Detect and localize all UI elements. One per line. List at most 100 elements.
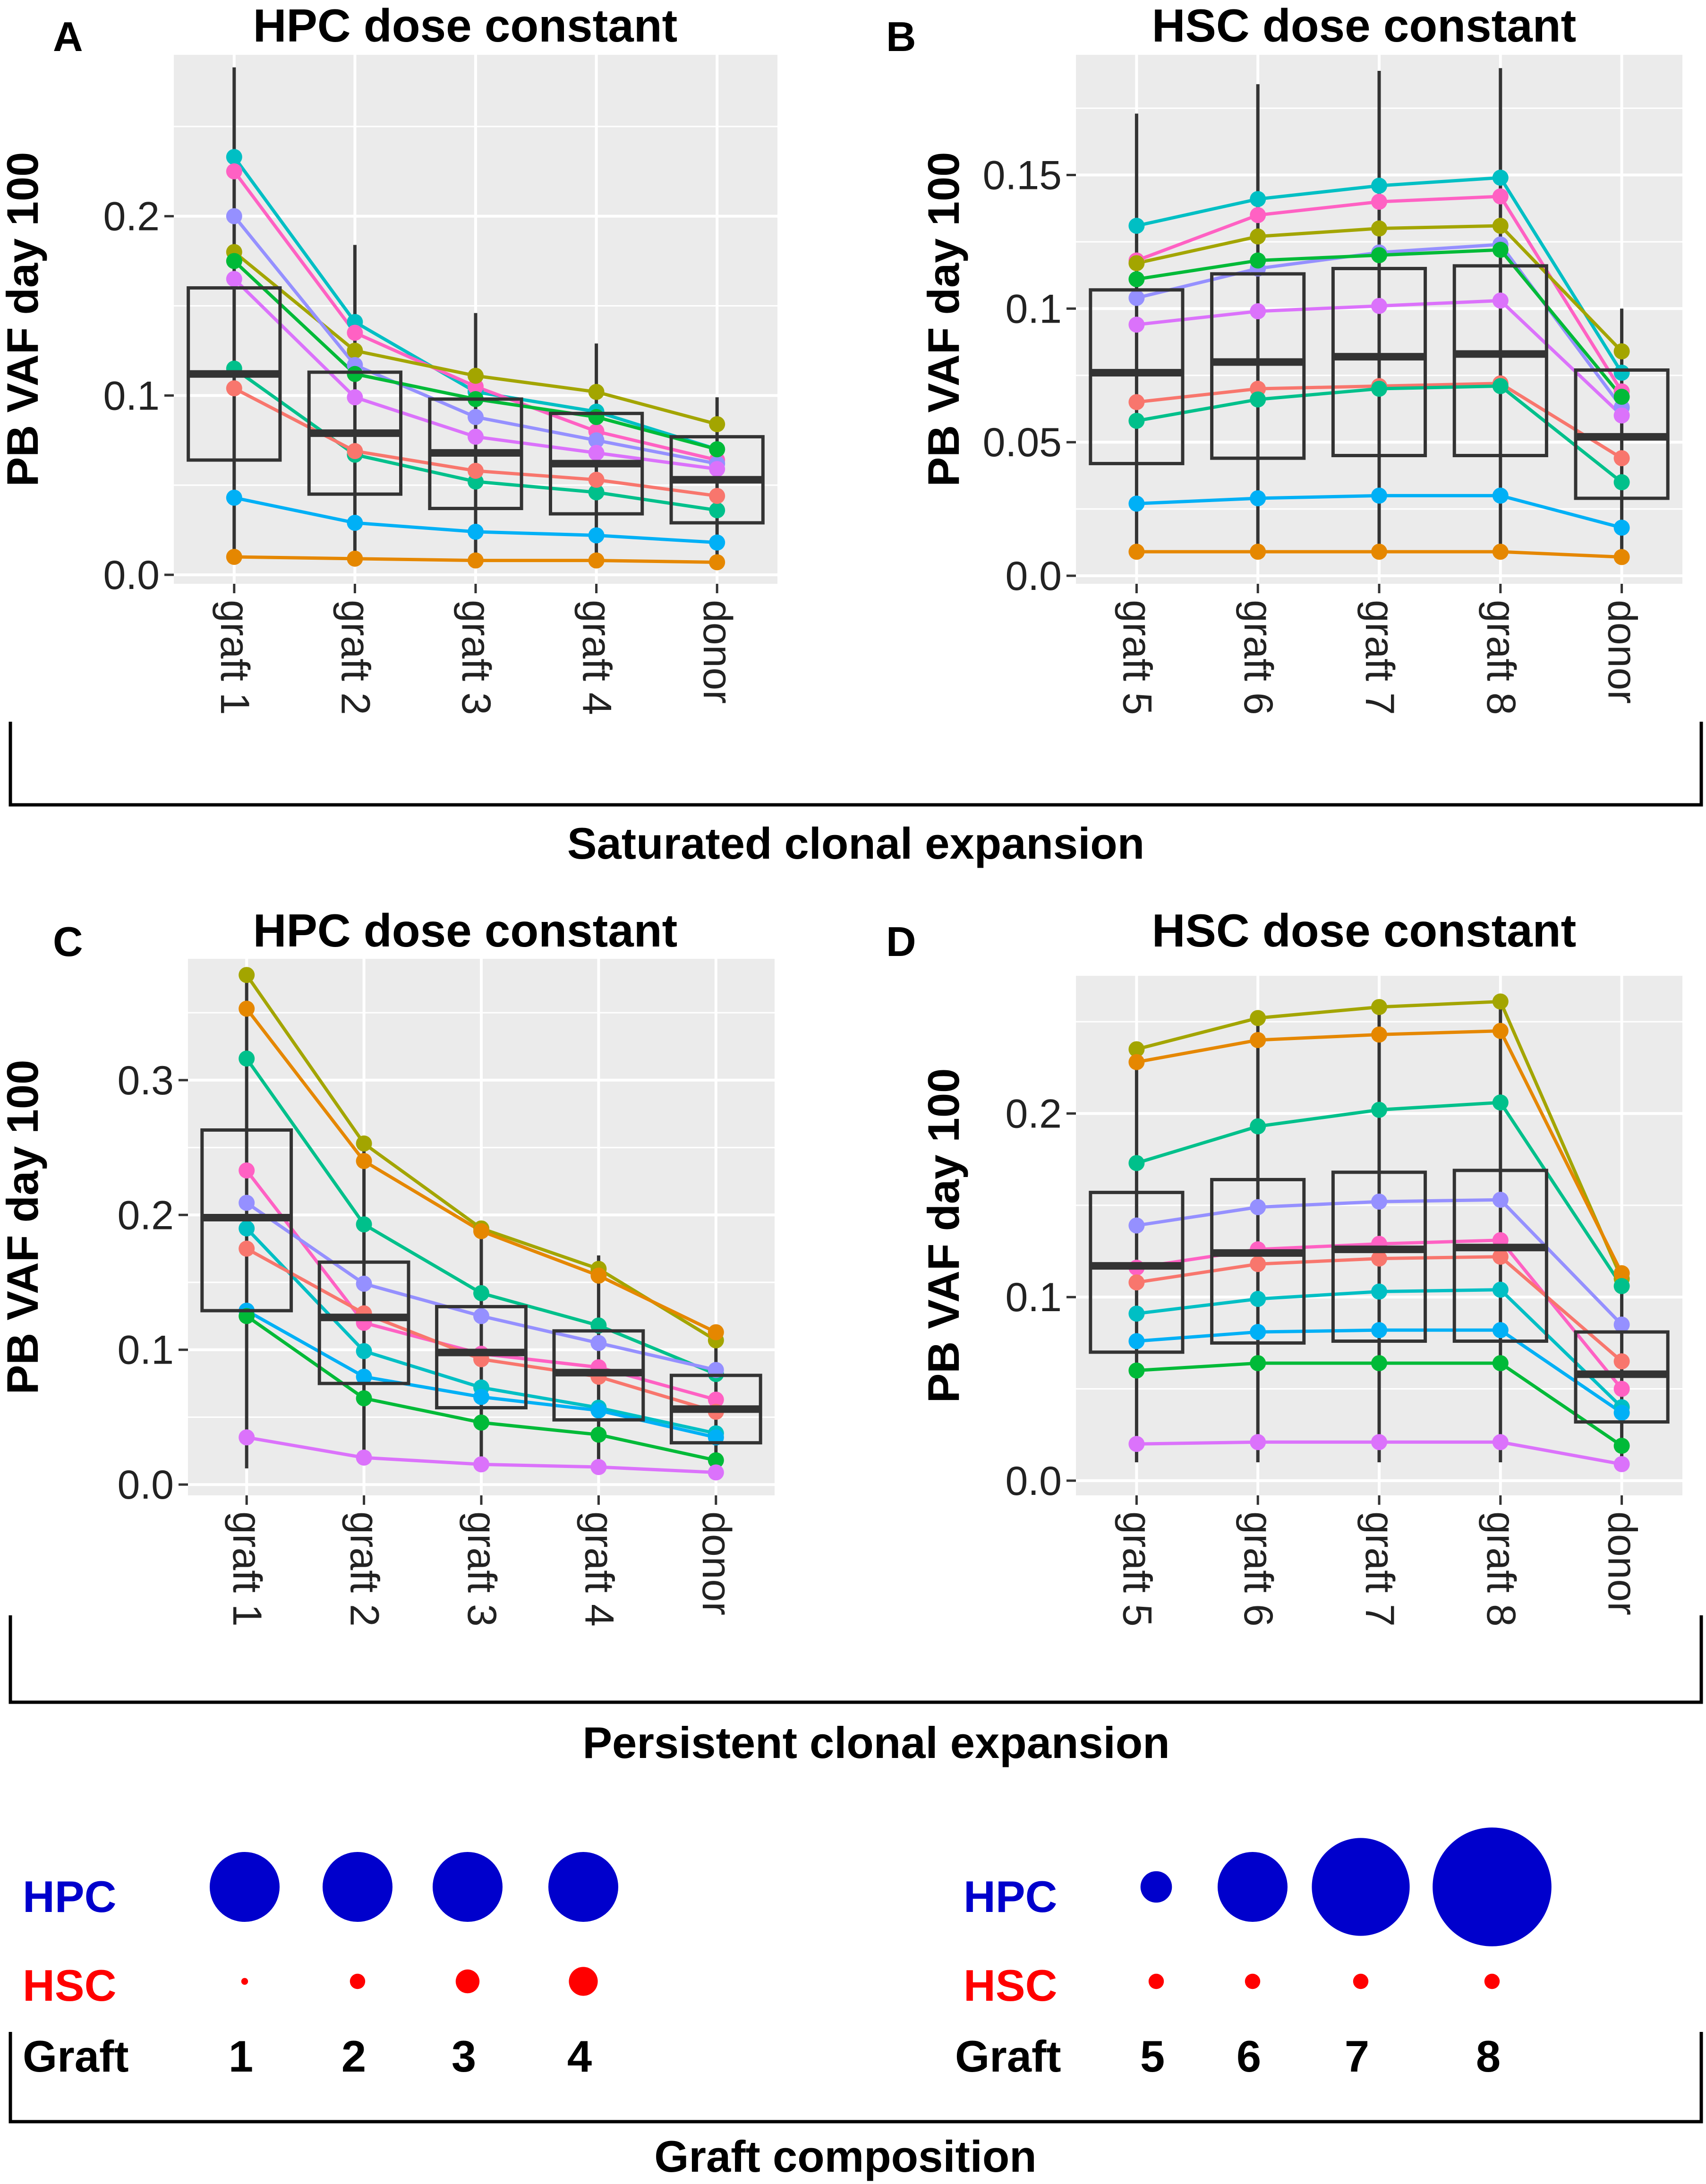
panel-d-series-point [1613, 1405, 1630, 1421]
legend-right-hpc-label: HPC [964, 1872, 1057, 1921]
panel-d-series-point [1128, 1305, 1145, 1322]
panel-a-series-point [347, 514, 363, 531]
panel-b-x-tick-label: graft 7 [1357, 600, 1402, 715]
legend-left-graft-number: 3 [452, 2031, 476, 2081]
panel-b-series-point [1492, 218, 1509, 234]
panel-a-y-tick-label: 0.2 [103, 194, 160, 239]
panel-d-series-point [1371, 1101, 1387, 1118]
panel-b-y-tick-label: 0.0 [1005, 554, 1062, 599]
panel-b-series-point [1128, 316, 1145, 333]
panel-b-title: HSC dose constant [1152, 0, 1576, 51]
panel-a-y-tick-label: 0.0 [103, 553, 160, 598]
panel-b-series-point [1371, 298, 1387, 314]
panel-b-series-point [1250, 303, 1266, 320]
legend-right-hpc-dot [1312, 1838, 1410, 1936]
bracket-persistent-line [9, 1615, 1703, 1704]
panel-c-chart: HPC dose constant PB VAF day 100 0.0 0.1 0.2… [0, 904, 775, 1627]
legend-left-hpc-label: HPC [23, 1872, 116, 1921]
panel-b-series-point [1371, 381, 1387, 397]
panel-a-series-point [588, 384, 605, 400]
panel-d-series-point [1492, 1094, 1509, 1111]
panel-c-series-point [239, 1240, 255, 1257]
panel-b-y-tick-label: 0.05 [983, 420, 1062, 465]
panel-d-x-tick-label: graft 8 [1478, 1511, 1524, 1627]
panel-b-box [1452, 264, 1548, 457]
panel-a-x-tick-label: graft 4 [574, 600, 620, 715]
legend-left-hpc-dot [210, 1852, 280, 1922]
panel-a-series-point [226, 163, 242, 179]
panel-d-box [1210, 1177, 1306, 1345]
panel-b-series-point [1250, 544, 1266, 560]
panel-d-series-point [1371, 999, 1387, 1015]
panel-d-series-point [1250, 1256, 1266, 1272]
legend-right-hpc-dot [1218, 1852, 1288, 1922]
panel-a-series-point [709, 487, 725, 504]
panel-a-series-point [468, 367, 484, 384]
panel-d-series-point [1250, 1199, 1266, 1215]
panel-d-series-point [1128, 1436, 1145, 1452]
panel-b-series-point [1250, 228, 1266, 245]
panel-c-series-point [239, 1194, 255, 1211]
panel-a-series-point [226, 208, 242, 224]
panel-a-series-point [588, 484, 605, 501]
panel-b-series-point [1250, 191, 1266, 207]
legend-left-hsc-dot [455, 1969, 480, 1994]
panel-b-series-point [1492, 241, 1509, 258]
panel-b-series-point [1492, 544, 1509, 560]
panel-a-series-point [588, 432, 605, 449]
panel-b-series-point [1492, 378, 1509, 394]
panel-d-series-point [1128, 1041, 1145, 1058]
panel-b-series-point [1128, 495, 1145, 512]
panel-c-series-point [590, 1402, 607, 1419]
bracket-composition-label: Graft composition [654, 2132, 1036, 2181]
panel-letter-d: D [886, 918, 916, 965]
panel-d-series-point [1613, 1316, 1630, 1333]
legend-right-graft-number: 6 [1237, 2031, 1261, 2081]
panel-a-x-tick-label: donor [695, 600, 740, 704]
panel-c-series-point [590, 1267, 607, 1284]
panel-c-series-point [590, 1459, 607, 1476]
panel-b-box [1089, 288, 1185, 465]
panel-d-box [1452, 1169, 1548, 1343]
panel-a-y-axis-label: PB VAF day 100 [0, 152, 47, 487]
panel-a-series-point [226, 149, 242, 165]
panel-b-series-point [1371, 247, 1387, 264]
panel-a-series-point [468, 409, 484, 425]
panel-d-series-point [1250, 1032, 1266, 1049]
legend-left-hpc-dot [433, 1852, 503, 1922]
panel-b-series-point [1613, 343, 1630, 359]
panel-c-series-point [356, 1390, 372, 1407]
panel-b-series-point [1371, 544, 1387, 560]
panel-c-series-point [473, 1389, 489, 1405]
panel-d-y-axis-label: PB VAF day 100 [919, 1068, 968, 1403]
panel-c-x-tick-label: graft 2 [342, 1511, 387, 1627]
panel-d-series-point [1250, 1118, 1266, 1135]
panel-d-series-point [1128, 1155, 1145, 1171]
panel-c-x-tick-label: graft 3 [459, 1511, 504, 1627]
bracket-composition-line [9, 2032, 1703, 2124]
panel-b-series-point [1613, 549, 1630, 565]
panel-b-series-point [1492, 292, 1509, 309]
panel-b-series-point [1250, 391, 1266, 408]
panel-b-series-point [1250, 252, 1266, 269]
panel-b-series-point [1492, 188, 1509, 205]
panel-c-series-point [708, 1452, 724, 1468]
panel-a-series-point [468, 523, 484, 540]
panel-c-series-point [239, 1162, 255, 1179]
bracket-persistent: Persistent clonal expansion [9, 1615, 1703, 1767]
panel-a-series-point [226, 549, 242, 565]
legend-right-hsc-dot [1353, 1973, 1369, 1989]
panel-b-series-point [1613, 389, 1630, 405]
panel-a-series-point [709, 441, 725, 458]
legend-right-hsc-label: HSC [964, 1961, 1057, 2010]
panel-a-x-tick-label: graft 1 [212, 600, 257, 715]
panel-b-series-point [1128, 255, 1145, 272]
panel-d-x-tick-label: graft 6 [1236, 1511, 1281, 1627]
panel-c-series-point [239, 1429, 255, 1446]
panel-b-chart: HSC dose constant PB VAF day 100 0.0 0.05 0.… [919, 0, 1682, 715]
panel-d-series-point [1250, 1010, 1266, 1026]
panel-d-series-point [1492, 1281, 1509, 1298]
panel-c-y-axis-label: PB VAF day 100 [0, 1060, 47, 1395]
panel-d-series-point [1250, 1324, 1266, 1340]
